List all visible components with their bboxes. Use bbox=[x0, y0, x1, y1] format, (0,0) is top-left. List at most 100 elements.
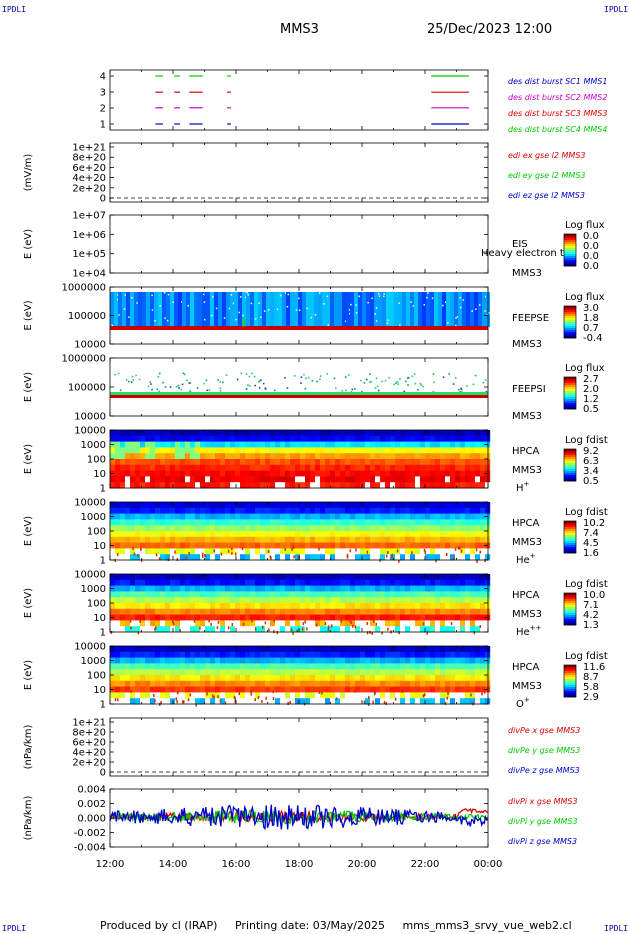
colorbar-tick-label: -0.4 bbox=[583, 333, 603, 344]
heatmap-cell bbox=[225, 686, 231, 693]
heatmap-cell bbox=[160, 675, 166, 682]
heatmap-cell bbox=[125, 507, 131, 515]
heatmap-cell bbox=[165, 692, 171, 699]
heatmap-speck bbox=[472, 383, 475, 386]
heatmap-cell bbox=[435, 686, 441, 693]
colorbar-cell bbox=[564, 461, 576, 464]
heatmap-cell bbox=[390, 470, 396, 477]
heatmap-cell bbox=[455, 464, 461, 472]
heatmap-cell bbox=[200, 657, 206, 664]
heatmap-cell bbox=[335, 531, 341, 538]
heatmap-cell bbox=[415, 519, 421, 526]
heatmap-cell bbox=[160, 669, 166, 676]
heatmap-cell bbox=[246, 292, 250, 327]
heatmap-cell bbox=[335, 686, 341, 693]
heatmap-cell bbox=[315, 597, 321, 604]
heatmap-cell bbox=[180, 464, 186, 472]
heatmap-cell bbox=[375, 663, 381, 670]
heatmap-cell bbox=[305, 513, 311, 520]
heatmap-cell bbox=[160, 476, 166, 483]
heatmap-cell bbox=[215, 482, 221, 489]
heatmap-speck bbox=[217, 620, 220, 624]
heatmap-cell bbox=[165, 513, 171, 520]
instrument-label: HPCA bbox=[512, 518, 540, 529]
heatmap-cell bbox=[480, 680, 486, 688]
heatmap-cell bbox=[358, 292, 362, 327]
heatmap-cell bbox=[175, 470, 181, 477]
heatmap-cell bbox=[385, 453, 391, 460]
heatmap-cell bbox=[335, 554, 341, 561]
heatmap-cell bbox=[435, 507, 441, 515]
heatmap-cell bbox=[155, 626, 161, 633]
heatmap-cell bbox=[245, 542, 251, 549]
heatmap-cell bbox=[320, 464, 326, 472]
heatmap-cell bbox=[415, 657, 421, 664]
heatmap-cell bbox=[235, 430, 241, 437]
heatmap-cell bbox=[360, 620, 366, 627]
heatmap-cell bbox=[125, 476, 131, 483]
heatmap-cell bbox=[134, 292, 138, 327]
heatmap-cell bbox=[210, 542, 216, 549]
colorbar-cell bbox=[564, 391, 576, 394]
legend-entry: des dist burst SC2 MMS2 bbox=[508, 93, 607, 102]
heatmap-cell bbox=[295, 536, 301, 544]
heatmap-speck bbox=[378, 295, 381, 297]
heatmap-cell bbox=[305, 548, 311, 555]
heatmap-cell bbox=[150, 513, 156, 520]
colorbar-tick-label: 0.0 bbox=[583, 251, 599, 262]
heatmap-cell bbox=[270, 447, 276, 454]
heatmap-cell bbox=[420, 513, 426, 520]
heatmap-cell bbox=[185, 603, 191, 610]
heatmap-cell bbox=[340, 482, 346, 489]
colorbar-cell bbox=[564, 543, 576, 546]
heatmap-cell bbox=[430, 453, 436, 460]
heatmap-cell bbox=[175, 507, 181, 515]
colorbar-frame bbox=[563, 233, 577, 267]
heatmap-cell bbox=[300, 447, 306, 454]
heatmap-cell bbox=[195, 453, 201, 460]
heatmap-cell bbox=[350, 476, 356, 483]
heatmap-cell bbox=[330, 441, 336, 448]
heatmap-speck bbox=[374, 690, 377, 694]
heatmap-cell bbox=[185, 646, 191, 653]
species-charge: + bbox=[524, 696, 530, 704]
heatmap-cell bbox=[165, 626, 171, 633]
heatmap-cell bbox=[215, 464, 221, 472]
heatmap-cell bbox=[340, 646, 346, 653]
heatmap-cell bbox=[155, 686, 161, 693]
heatmap-cell bbox=[220, 542, 226, 549]
heatmap-cell bbox=[180, 646, 186, 653]
heatmap-speck bbox=[167, 558, 170, 562]
heatmap-cell bbox=[420, 453, 426, 460]
heatmap-cell bbox=[170, 292, 174, 327]
heatmap-speck bbox=[239, 296, 242, 298]
heatmap-cell bbox=[110, 692, 116, 699]
heatmap-cell bbox=[400, 597, 406, 604]
heatmap-speck bbox=[323, 303, 325, 305]
heatmap-cell bbox=[180, 675, 186, 682]
heatmap-cell bbox=[340, 608, 346, 616]
heatmap-cell bbox=[345, 651, 351, 659]
heatmap-cell bbox=[290, 502, 296, 509]
heatmap-cell bbox=[220, 620, 226, 627]
heatmap-cell bbox=[200, 574, 206, 581]
heatmap-cell bbox=[315, 579, 321, 587]
heatmap-speck bbox=[162, 381, 164, 384]
heatmap-cell bbox=[170, 531, 176, 538]
heatmap-cell bbox=[380, 626, 386, 633]
heatmap-cell bbox=[205, 459, 211, 466]
heatmap-cell bbox=[290, 453, 296, 460]
heatmap-cell bbox=[200, 542, 206, 549]
heatmap-cell bbox=[225, 698, 231, 705]
heatmap-cell bbox=[445, 447, 451, 454]
heatmap-speck bbox=[213, 549, 216, 553]
heatmap-speck bbox=[398, 631, 400, 635]
heatmap-cell bbox=[175, 574, 181, 581]
heatmap-cell bbox=[315, 675, 321, 682]
heatmap-cell bbox=[120, 513, 126, 520]
heatmap-cell bbox=[140, 519, 146, 526]
heatmap-cell bbox=[345, 548, 351, 555]
heatmap-cell bbox=[280, 464, 286, 472]
heatmap-cell bbox=[455, 597, 461, 604]
